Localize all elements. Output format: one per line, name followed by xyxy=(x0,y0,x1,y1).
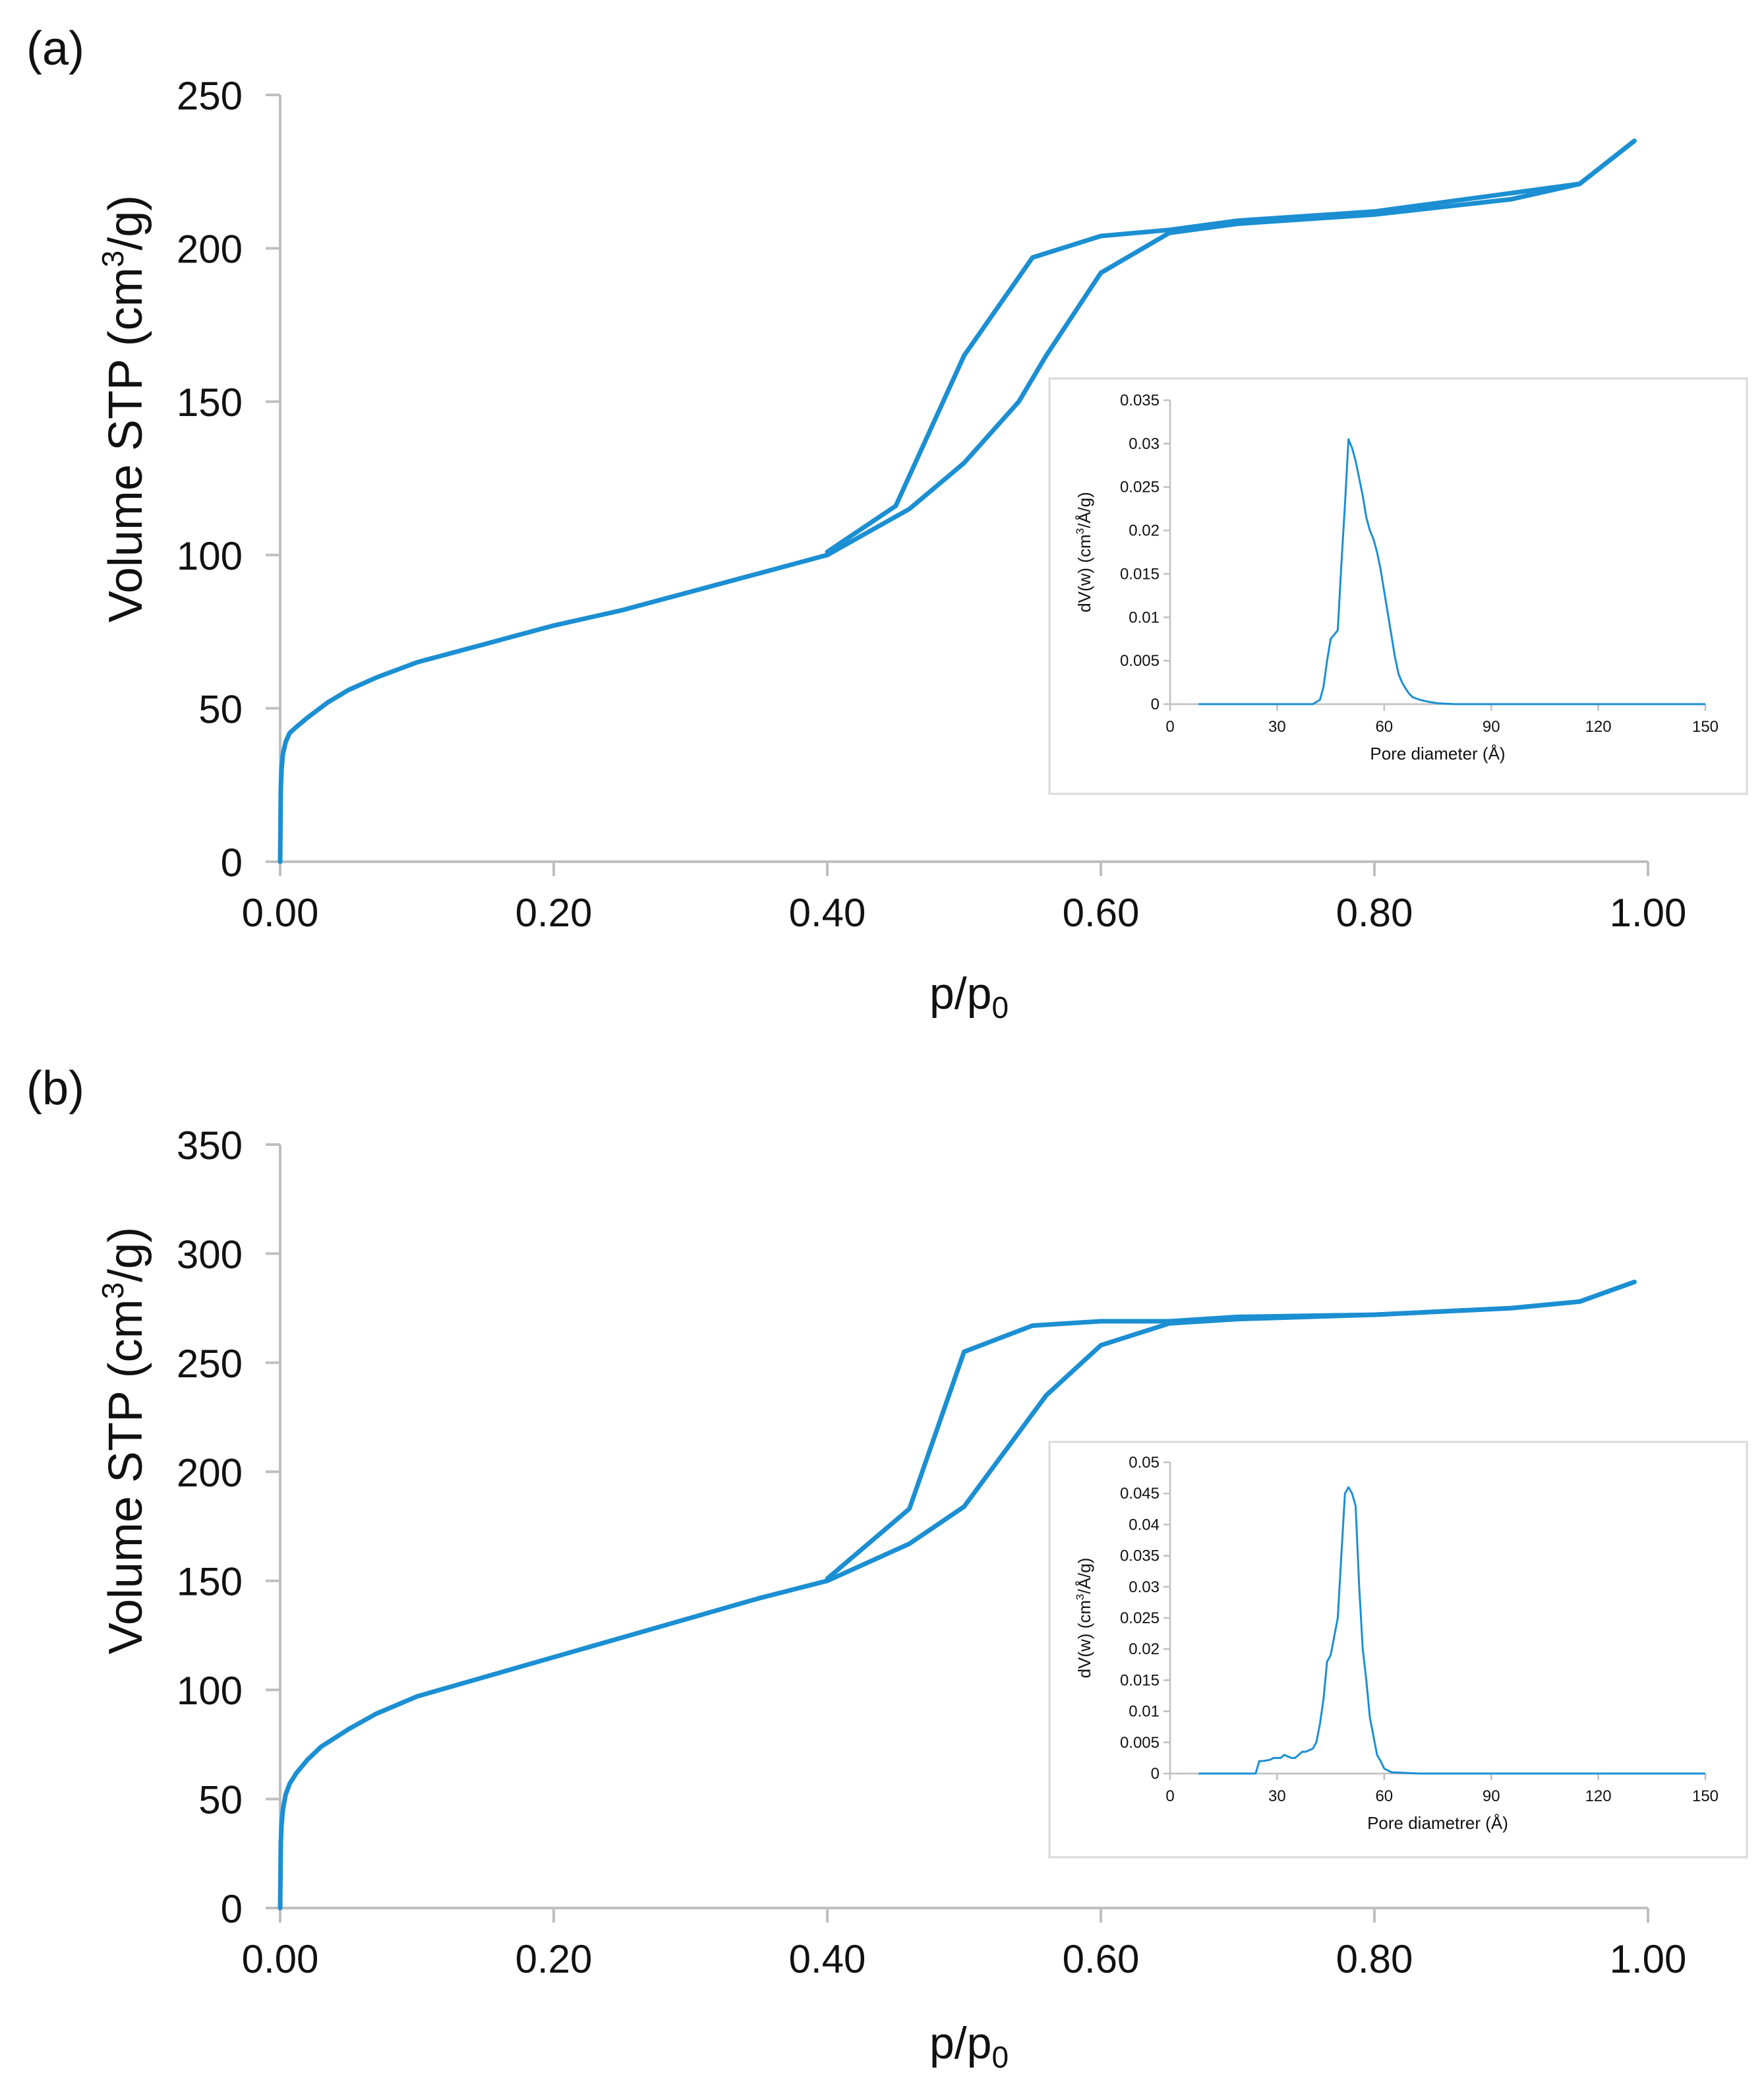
inset-y-axis-label: dV(w) (cm3/Å/g) xyxy=(1074,492,1094,612)
y-tick-label: 350 xyxy=(177,1123,243,1168)
inset-chart: 0 0.005 0.01 0.015 0.02 0.025 0.03 0.035 0 30 60 90… xyxy=(1048,377,1748,795)
inset-y-tick-label: 0.035 xyxy=(1120,1547,1160,1565)
x-tick-label: 0.20 xyxy=(515,1937,593,1981)
inset-y-axis-label: dV(w) (cm3/Å/g) xyxy=(1074,1558,1094,1679)
inset-x-tick-label: 90 xyxy=(1483,718,1500,736)
y-axis-label-main: Volume STP (cm xyxy=(100,1299,152,1654)
y-axis-label-sup: 3 xyxy=(96,251,130,268)
inset-y-tick-label: 0.005 xyxy=(1120,652,1160,670)
inset-x-tick-label: 120 xyxy=(1585,718,1612,736)
inset-y-tick-label: 0.025 xyxy=(1120,1609,1160,1627)
inset-x-tick-label: 60 xyxy=(1375,718,1393,736)
inset-x-tick-label: 150 xyxy=(1692,718,1719,736)
y-tick-label: 100 xyxy=(177,534,243,578)
adsorption-series-line xyxy=(278,138,1637,864)
x-tick-label: 0.60 xyxy=(1063,891,1140,935)
y-tick-label: 150 xyxy=(177,380,243,425)
y-tick-label: 150 xyxy=(177,1560,243,1604)
y-tick-label: 250 xyxy=(177,1342,243,1386)
y-axis-label: Volume STP (cm3/g) xyxy=(96,1227,152,1654)
x-tick-label: 0.00 xyxy=(242,1937,319,1981)
panel-label: (b) xyxy=(26,1062,84,1115)
x-axis-label-main: p/p xyxy=(929,2018,992,2068)
y-axis-label-end: /g) xyxy=(100,195,152,251)
inset-x-tick-label: 30 xyxy=(1268,718,1286,736)
y-tick-label: 300 xyxy=(177,1232,243,1276)
x-tick-label: 1.00 xyxy=(1610,891,1687,935)
y-tick-label: 50 xyxy=(198,687,243,731)
inset-x-axis-label: Pore diameter (Å) xyxy=(1370,744,1505,763)
inset-y-tick-label: 0.01 xyxy=(1129,1703,1160,1721)
y-tick-label: 0 xyxy=(221,841,243,885)
inset-x-tick-label: 0 xyxy=(1165,718,1174,736)
y-axis-label-end: /g) xyxy=(100,1227,152,1282)
inset-x-axis-label: Pore diametrer (Å) xyxy=(1367,1813,1508,1833)
inset-x-tick-label: 0 xyxy=(1165,1787,1174,1805)
x-tick-label: 0.60 xyxy=(1063,1937,1140,1981)
inset-y-tick-label: 0.025 xyxy=(1120,479,1160,496)
y-tick-label: 50 xyxy=(198,1778,243,1822)
inset-x-tick-label: 90 xyxy=(1483,1787,1500,1805)
inset-y-tick-label: 0.01 xyxy=(1129,609,1160,626)
inset-y-tick-label: 0.045 xyxy=(1120,1485,1160,1503)
inset-y-tick-label: 0.02 xyxy=(1129,1640,1160,1658)
y-axis-label-main: Volume STP (cm xyxy=(100,267,152,622)
y-tick-label: 0 xyxy=(221,1887,243,1931)
y-tick-label: 250 xyxy=(177,74,243,118)
inset-x-tick-label: 60 xyxy=(1375,1787,1393,1805)
inset-y-tick-label: 0.015 xyxy=(1120,565,1160,583)
inset-y-axis-label-sup: 3 xyxy=(1074,1594,1086,1600)
inset-frame xyxy=(1048,377,1748,795)
inset-y-tick-label: 0.03 xyxy=(1129,435,1160,453)
x-axis-label-sub: 0 xyxy=(991,2040,1009,2074)
inset-y-tick-label: 0 xyxy=(1151,1765,1160,1783)
x-tick-label: 0.80 xyxy=(1336,1937,1413,1981)
x-tick-label: 0.00 xyxy=(242,891,319,935)
x-axis-label: p/p0 xyxy=(929,2018,1009,2074)
x-axis-label: p/p0 xyxy=(929,969,1009,1025)
inset-chart: 0 0.005 0.01 0.015 0.02 0.025 0.03 0.035 0.04 0.0… xyxy=(1048,1441,1748,1859)
inset-x-tick-label: 30 xyxy=(1268,1787,1286,1805)
inset-y-tick-label: 0.04 xyxy=(1129,1516,1160,1534)
x-tick-label: 1.00 xyxy=(1610,1937,1687,1981)
x-tick-label: 0.80 xyxy=(1336,891,1413,935)
inset-y-tick-label: 0.035 xyxy=(1120,392,1160,409)
y-tick-label: 200 xyxy=(177,227,243,272)
inset-x-tick-label: 120 xyxy=(1585,1787,1612,1805)
y-axis-label: Volume STP (cm3/g) xyxy=(96,195,152,622)
inset-y-axis-label-main: dV(w) (cm xyxy=(1074,534,1094,612)
x-tick-label: 0.40 xyxy=(789,891,866,935)
panel-a: (a) 0 50 100 150 200 250 0.00 0.20 0.40 0.60 0.80 1.… xyxy=(26,22,1748,1025)
inset-y-tick-label: 0.005 xyxy=(1120,1734,1160,1752)
inset-series-line xyxy=(1198,1486,1705,1775)
inset-y-tick-label: 0.05 xyxy=(1129,1454,1160,1472)
panel-label: (a) xyxy=(26,22,84,75)
y-tick-label: 100 xyxy=(177,1669,243,1713)
inset-y-tick-label: 0 xyxy=(1151,696,1160,713)
x-axis-label-main: p/p xyxy=(929,969,992,1019)
inset-y-axis-label-sup: 3 xyxy=(1074,528,1086,534)
desorption-series-line xyxy=(825,1279,1637,1581)
inset-y-axis-label-end: /Å/g) xyxy=(1074,492,1094,528)
desorption-series-line xyxy=(825,138,1637,554)
inset-y-axis-label-end: /Å/g) xyxy=(1074,1558,1094,1594)
y-tick-label: 200 xyxy=(177,1450,243,1495)
inset-y-tick-label: 0.015 xyxy=(1120,1671,1160,1689)
y-axis-label-sup: 3 xyxy=(96,1282,130,1299)
inset-y-tick-label: 0.02 xyxy=(1129,522,1160,540)
inset-y-axis-label-main: dV(w) (cm xyxy=(1074,1600,1094,1678)
x-tick-label: 0.40 xyxy=(789,1937,866,1981)
inset-y-tick-label: 0.03 xyxy=(1129,1578,1160,1596)
inset-series-line xyxy=(1198,438,1705,705)
x-axis-label-sub: 0 xyxy=(991,990,1009,1025)
inset-x-tick-label: 150 xyxy=(1692,1787,1719,1805)
x-tick-label: 0.20 xyxy=(515,891,593,935)
